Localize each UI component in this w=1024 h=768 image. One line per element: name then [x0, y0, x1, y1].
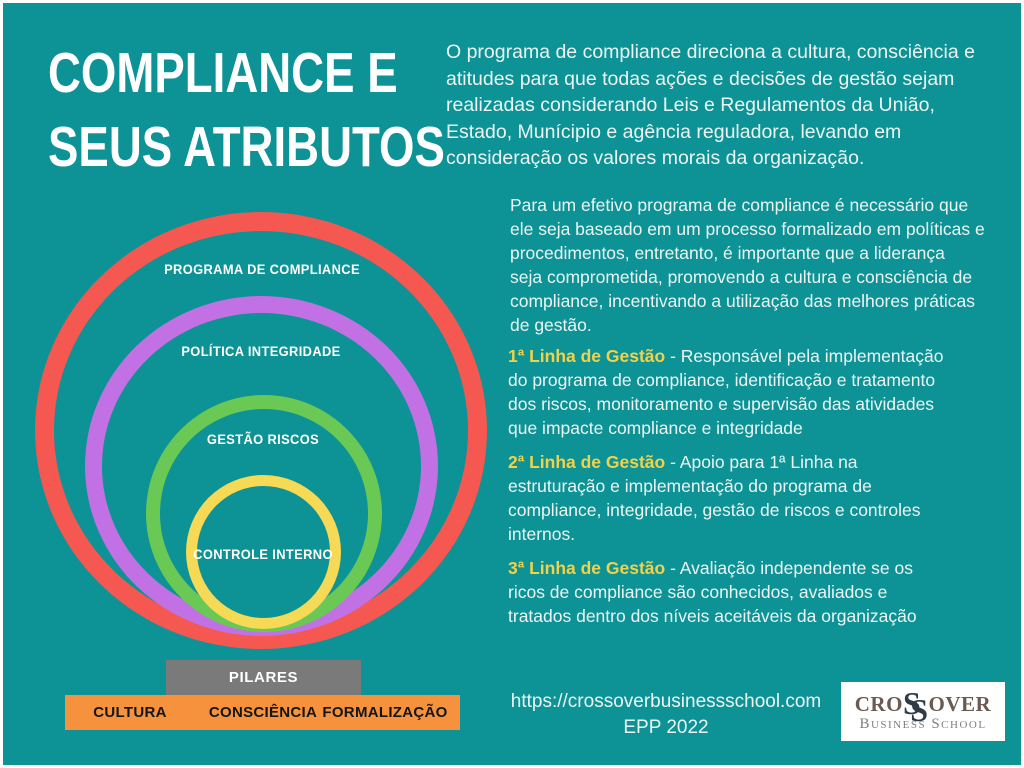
ring-label-politica-integridade: POLÍTICA INTEGRIDADE [181, 343, 341, 359]
second-paragraph: Para um efetivo programa de compliance é… [510, 195, 985, 335]
page-title-line1: COMPLIANCE E [48, 41, 398, 105]
logo-subtitle: Business School [859, 716, 987, 732]
logo-part1: CRO [854, 692, 903, 716]
pillars-bar: PILARES [166, 660, 361, 695]
management-line-1-text: - Responsável pela implementação do prog… [508, 346, 944, 438]
page-title-line2: SEUS ATRIBUTOS [48, 115, 445, 179]
pillars-bar-label: PILARES [228, 669, 299, 686]
crossover-logo: CROSSOVER Business School [841, 682, 1005, 741]
logo-s1: S [902, 685, 922, 721]
management-line-1: 1ª Linha de Gestão - Responsável pela im… [508, 344, 1018, 440]
ring-label-gestao-riscos: GESTÃO RISCOS [206, 431, 320, 447]
management-line-3-heading: 3ª Linha de Gestão [508, 558, 666, 578]
management-line-2-heading: 2ª Linha de Gestão [508, 452, 666, 472]
base-item-formalizacao: FORMALIZAÇÃO [322, 704, 448, 721]
management-line-3: 3ª Linha de Gestão - Avaliação independe… [508, 556, 1018, 628]
logo-part2: OVER [928, 692, 992, 716]
ring-controle-interno [186, 475, 341, 629]
base-item-cultura: CULTURA [93, 704, 167, 721]
footer-url-link[interactable]: https://crossoverbusinessschool.com [510, 691, 822, 712]
logo-s2: S [910, 692, 929, 728]
ring-label-programa-de-compliance: PROGRAMA DE COMPLIANCE [164, 261, 360, 277]
footer-credit: EPP 2022 [623, 717, 709, 738]
base-item-consciencia: CONSCIÊNCIA [208, 704, 318, 721]
intro-paragraph: O programa de compliance direciona a cul… [446, 41, 975, 169]
logo-wordmark: CROSSOVER [841, 687, 1005, 726]
management-line-2: 2ª Linha de Gestão - Apoio para 1ª Linha… [508, 450, 1018, 546]
management-line-2-text: - Apoio para 1ª Linha na estruturação e … [508, 452, 921, 544]
base-bar: CULTURA CONSCIÊNCIA FORMALIZAÇÃO [65, 695, 460, 730]
ring-label-controle-interno: CONTROLE INTERNO [193, 546, 333, 562]
management-line-3-text: - Avaliação independente se os ricos de … [508, 558, 917, 626]
management-line-1-heading: 1ª Linha de Gestão [508, 346, 666, 366]
